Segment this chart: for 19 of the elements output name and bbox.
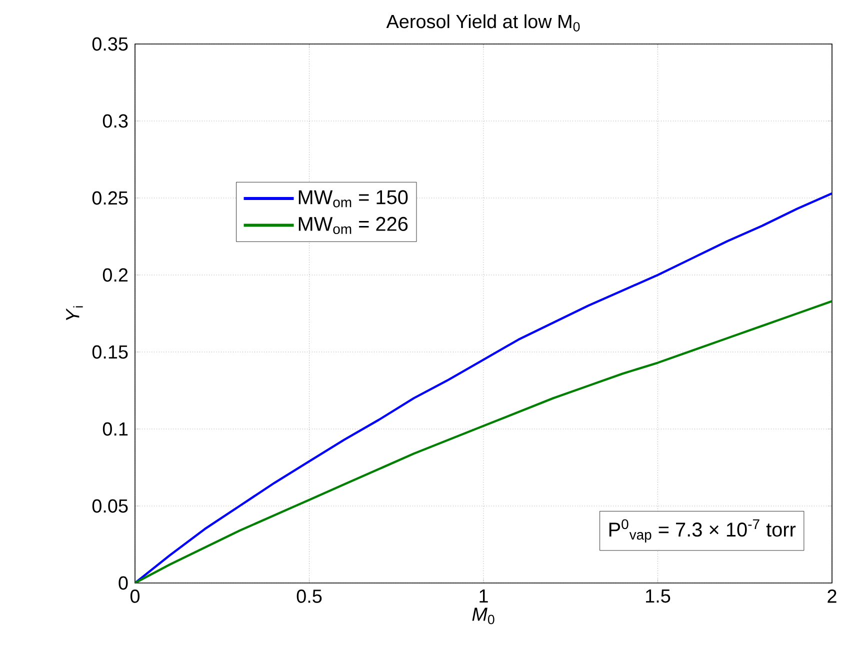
annotation: P$^{0}$$_{vap}$ = 7.3 × 10$^{-7}$ torr (609, 519, 796, 542)
y-tick-label: 0 (118, 576, 128, 590)
y-tick-label: 0.1 (102, 422, 128, 436)
y-tick-label: 0.35 (92, 37, 128, 51)
y-tick-label: 0.3 (102, 114, 128, 128)
y-tick-label: 0.05 (92, 499, 128, 513)
x-tick-label: 0.5 (296, 589, 322, 603)
x-tick-label: 0 (130, 589, 140, 603)
legend-label: MW$_{om}$ = 226 (298, 216, 408, 234)
x-tick-label: 1.5 (646, 590, 670, 603)
y-tick-label: 0.25 (92, 191, 128, 205)
x-axis-title: M$_{0}$ (472, 608, 494, 624)
y-tick-label: 0.15 (92, 345, 128, 359)
y-tick-label: 0.2 (102, 268, 128, 282)
x-tick-label: 1 (480, 590, 488, 603)
x-tick-label: 2 (828, 589, 836, 603)
y-axis-title: Y$_{i}$ (66, 306, 83, 320)
legend-label: MW$_{om}$ = 150 (298, 190, 408, 208)
chart-title: Aerosol Yield at low M$_{0}$ (386, 14, 580, 32)
